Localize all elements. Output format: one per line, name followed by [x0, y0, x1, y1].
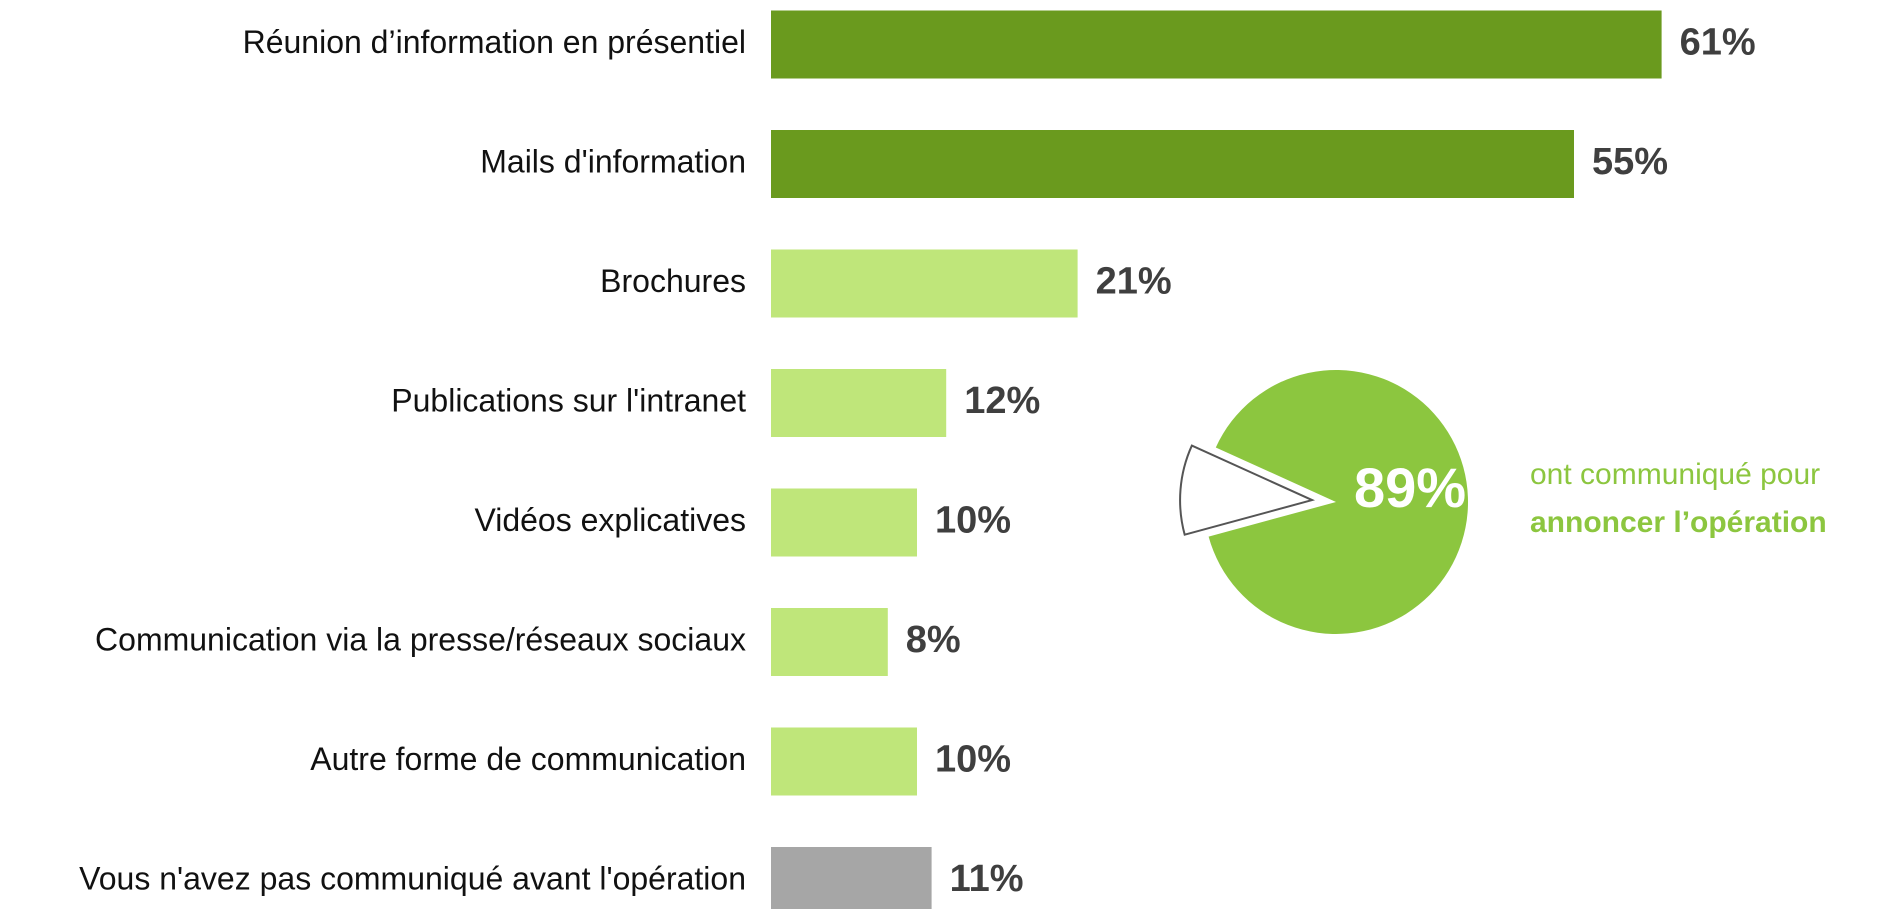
bar — [771, 130, 1574, 198]
value-label: 11% — [950, 858, 1024, 900]
category-label: Mails d'information — [480, 143, 746, 179]
category-label: Publications sur l'intranet — [391, 382, 746, 418]
bar — [771, 10, 1662, 79]
bar — [771, 847, 932, 909]
value-label: 61% — [1680, 22, 1756, 64]
pie-value-label: 89% — [1354, 456, 1466, 519]
value-label: 10% — [935, 500, 1011, 542]
category-label: Réunion d’information en présentiel — [243, 24, 746, 60]
pie-slice — [1179, 444, 1316, 536]
category-label: Vidéos explicatives — [474, 502, 746, 538]
value-label: 55% — [1592, 141, 1668, 183]
bar — [771, 608, 888, 676]
pie-slice — [1208, 370, 1469, 635]
bar — [771, 488, 917, 557]
value-label: 21% — [1096, 261, 1172, 303]
category-label: Communication via la presse/réseaux soci… — [95, 621, 746, 657]
annotation: annoncer l’opération — [1530, 506, 1827, 539]
category-label: Autre forme de communication — [310, 741, 746, 777]
annotation: ont communiqué pour — [1530, 458, 1820, 491]
category-label: Brochures — [600, 263, 746, 299]
bar — [771, 727, 917, 796]
category-label: Vous n'avez pas communiqué avant l'opéra… — [79, 860, 746, 896]
bar — [771, 369, 947, 437]
value-label: 8% — [906, 619, 961, 661]
value-label: 12% — [964, 380, 1040, 422]
value-label: 10% — [935, 739, 1011, 781]
bar — [771, 249, 1078, 318]
